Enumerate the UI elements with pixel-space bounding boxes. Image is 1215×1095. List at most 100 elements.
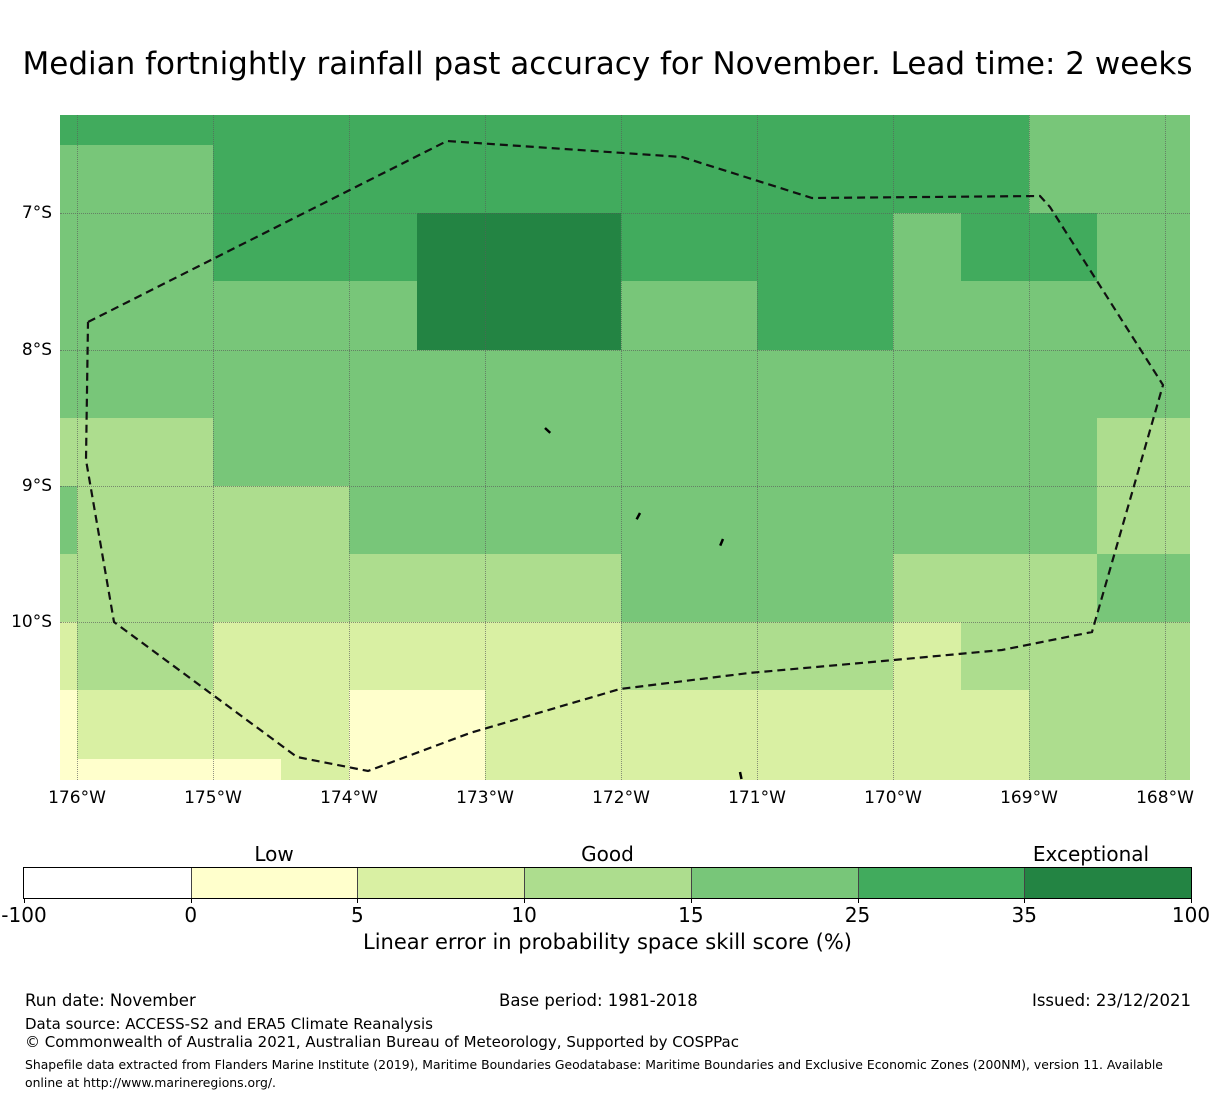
heatmap-cell bbox=[485, 690, 553, 759]
heatmap-cell bbox=[349, 350, 417, 418]
colorbar-tick-label: 5 bbox=[351, 903, 364, 927]
heatmap-cell bbox=[553, 350, 621, 418]
heatmap-cell bbox=[213, 145, 281, 213]
heatmap-cell bbox=[893, 418, 961, 486]
heatmap-cell bbox=[349, 554, 417, 622]
longitude-gridline bbox=[621, 115, 622, 780]
heatmap-cell bbox=[1029, 486, 1097, 554]
heatmap-cell bbox=[621, 690, 689, 759]
skill-category-label: Low bbox=[254, 842, 294, 866]
heatmap-cell bbox=[60, 350, 77, 418]
heatmap-cell bbox=[281, 213, 349, 281]
heatmap-cell bbox=[60, 554, 77, 622]
heatmap-cell bbox=[553, 213, 621, 281]
heatmap-cell bbox=[417, 350, 485, 418]
shapefile-disclaimer-text: Shapefile data extracted from Flanders M… bbox=[25, 1057, 1163, 1090]
heatmap-cell bbox=[825, 759, 893, 780]
heatmap-cell bbox=[213, 554, 281, 622]
heatmap-cell bbox=[893, 115, 961, 145]
colorbar-segment bbox=[690, 868, 858, 898]
heatmap-cell bbox=[213, 690, 281, 759]
heatmap-cell bbox=[60, 145, 77, 213]
heatmap-cell bbox=[1097, 690, 1165, 759]
heatmap-cell bbox=[485, 213, 553, 281]
heatmap-cell bbox=[893, 486, 961, 554]
longitude-gridline bbox=[213, 115, 214, 780]
heatmap-cell bbox=[349, 213, 417, 281]
heatmap-cell bbox=[1165, 486, 1190, 554]
heatmap-cell bbox=[757, 759, 825, 780]
heatmap-cell bbox=[757, 486, 825, 554]
eez-boundary-line bbox=[84, 139, 1165, 773]
heatmap-cell bbox=[553, 486, 621, 554]
colorbar-tick-mark bbox=[690, 898, 692, 903]
heatmap-cell bbox=[145, 115, 213, 145]
y-tick-label: 7°S bbox=[21, 203, 52, 223]
heatmap-cell bbox=[77, 486, 145, 554]
heatmap-cell bbox=[893, 281, 961, 350]
heatmap-cell bbox=[60, 759, 77, 780]
heatmap-cell bbox=[1097, 115, 1165, 145]
heatmap-cell bbox=[1029, 690, 1097, 759]
heatmap-cell bbox=[689, 418, 757, 486]
heatmap-cell bbox=[145, 622, 213, 690]
colorbar-segment bbox=[24, 868, 191, 898]
heatmap-cell bbox=[485, 350, 553, 418]
heatmap-cell bbox=[1029, 213, 1097, 281]
heatmap-cell bbox=[1029, 350, 1097, 418]
heatmap-cell bbox=[1029, 759, 1097, 780]
x-tick-label: 171°W bbox=[728, 788, 786, 808]
heatmap-cell bbox=[145, 759, 213, 780]
heatmap-cell bbox=[825, 281, 893, 350]
heatmap-cell bbox=[349, 418, 417, 486]
heatmap-cell bbox=[77, 213, 145, 281]
heatmap-cell bbox=[417, 486, 485, 554]
heatmap-cell bbox=[1097, 622, 1165, 690]
heatmap-cell bbox=[417, 281, 485, 350]
heatmap-cell bbox=[621, 115, 689, 145]
heatmap-cell bbox=[757, 115, 825, 145]
heatmap-cell bbox=[349, 622, 417, 690]
heatmap-cell bbox=[417, 418, 485, 486]
colorbar-tick-label: 100 bbox=[1171, 903, 1211, 927]
copyright-text: © Commonwealth of Australia 2021, Austra… bbox=[25, 1033, 739, 1051]
colorbar bbox=[23, 867, 1192, 899]
heatmap-cell bbox=[621, 350, 689, 418]
heatmap-cell bbox=[1097, 213, 1165, 281]
heatmap-cell bbox=[281, 115, 349, 145]
colorbar-segment bbox=[1024, 868, 1191, 898]
heatmap-cell bbox=[145, 554, 213, 622]
heatmap-cell bbox=[825, 213, 893, 281]
x-tick-label: 173°W bbox=[456, 788, 514, 808]
heatmap-cell bbox=[145, 145, 213, 213]
heatmap-cell bbox=[553, 690, 621, 759]
heatmap-cell bbox=[281, 486, 349, 554]
heatmap-cell bbox=[145, 281, 213, 350]
heatmap-cell bbox=[485, 145, 553, 213]
latitude-gridline bbox=[60, 213, 1190, 214]
colorbar-tick-label: -100 bbox=[1, 903, 47, 927]
y-tick-label: 10°S bbox=[11, 612, 52, 632]
heatmap-cell bbox=[60, 418, 77, 486]
heatmap-cell bbox=[825, 554, 893, 622]
heatmap-cell bbox=[281, 418, 349, 486]
heatmap-cell bbox=[213, 115, 281, 145]
heatmap-cell bbox=[757, 350, 825, 418]
chart-title: Median fortnightly rainfall past accurac… bbox=[22, 46, 1193, 82]
heatmap-cell bbox=[553, 418, 621, 486]
heatmap-cell bbox=[145, 690, 213, 759]
heatmap-cell bbox=[961, 554, 1029, 622]
skill-category-label: Exceptional bbox=[1032, 842, 1150, 866]
heatmap-cell bbox=[1165, 622, 1190, 690]
colorbar-tick-mark bbox=[1191, 898, 1192, 903]
heatmap-cell bbox=[689, 350, 757, 418]
heatmap-cell bbox=[1165, 759, 1190, 780]
heatmap-cell bbox=[825, 115, 893, 145]
heatmap-cell bbox=[281, 350, 349, 418]
heatmap-cell bbox=[60, 622, 77, 690]
heatmap-cell bbox=[825, 418, 893, 486]
heatmap-cell bbox=[1165, 418, 1190, 486]
heatmap-cell bbox=[60, 486, 77, 554]
heatmap-cell bbox=[1029, 622, 1097, 690]
heatmap-cell bbox=[60, 281, 77, 350]
